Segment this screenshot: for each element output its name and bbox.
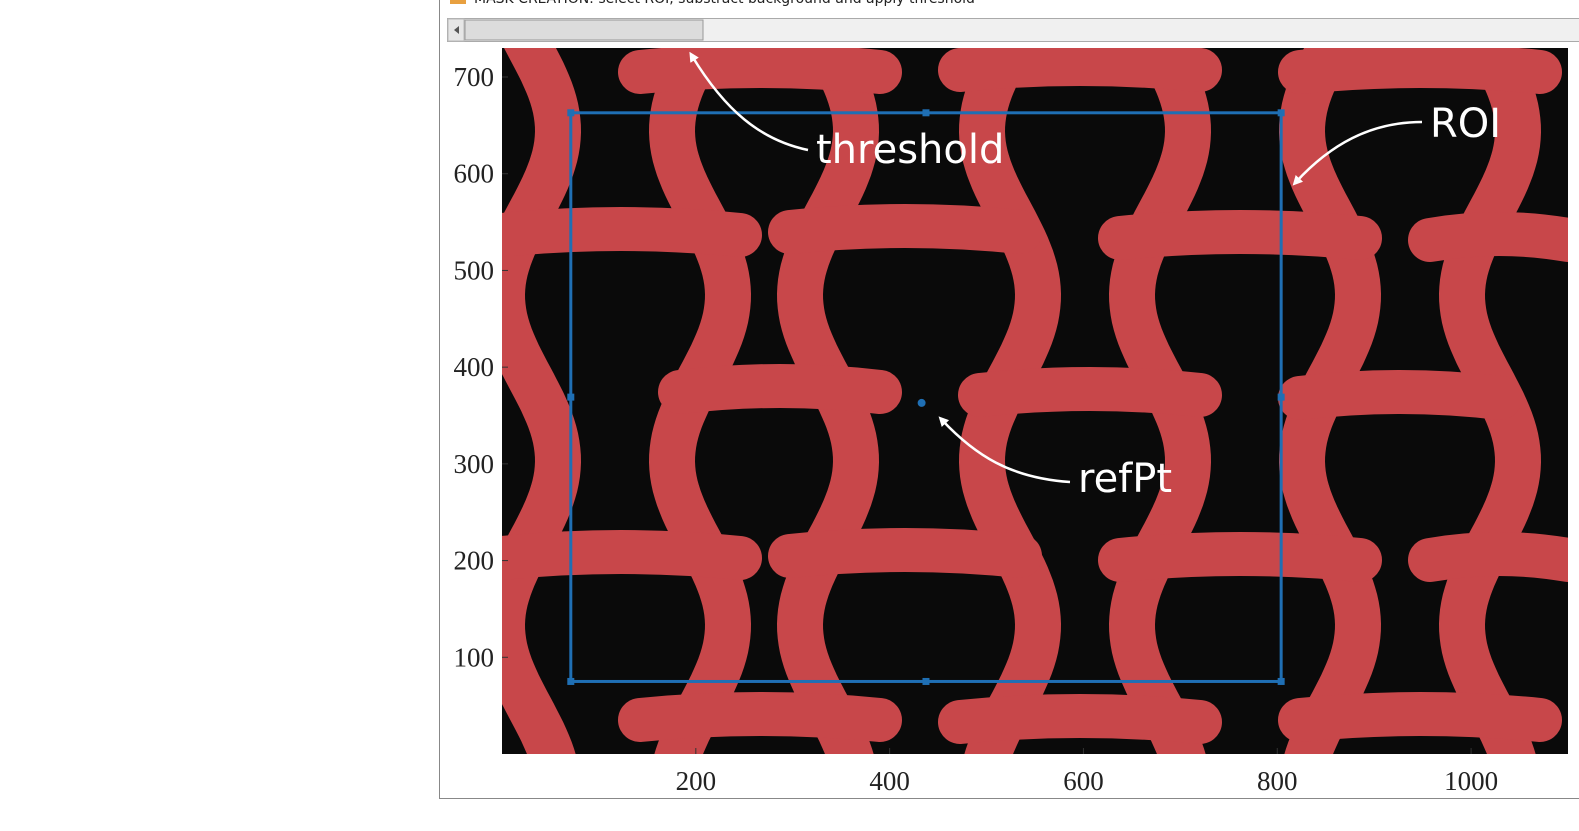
- bar: [1278, 692, 1562, 742]
- x-tick-label: 600: [1063, 766, 1104, 796]
- bar: [1278, 370, 1522, 420]
- roi-handle: [567, 393, 575, 401]
- y-tick-label: 700: [454, 62, 495, 92]
- y-tick-label: 300: [454, 449, 495, 479]
- annotations: [689, 51, 1423, 484]
- annotation: threshold: [816, 127, 1004, 173]
- overlay: [567, 109, 1285, 685]
- image-pattern: [502, 48, 1568, 754]
- bar: [1408, 212, 1568, 262]
- bar: [502, 530, 762, 580]
- strut: [502, 48, 582, 754]
- arrow: [689, 51, 809, 152]
- bar: [938, 48, 1222, 92]
- scrollbar: [447, 18, 1579, 42]
- roi-handle: [1277, 677, 1285, 685]
- ref-point: [917, 398, 926, 407]
- roi-handle: [1277, 109, 1285, 117]
- bar: [958, 367, 1222, 417]
- bar: [658, 364, 902, 414]
- y-tick-label: 200: [454, 546, 495, 576]
- bar: [1098, 532, 1382, 582]
- bar: [1278, 48, 1562, 94]
- annotation: refPt: [1078, 456, 1172, 502]
- arrow: [1292, 120, 1423, 186]
- y-tick-label: 400: [454, 352, 495, 382]
- annotation: ROI: [1430, 101, 1501, 147]
- x-tick-label: 800: [1257, 766, 1298, 796]
- x-tick-label: 200: [676, 766, 717, 796]
- roi-handle: [922, 677, 930, 685]
- bar: [938, 694, 1222, 744]
- bar: [1408, 532, 1568, 582]
- y-tick-label: 600: [454, 159, 495, 189]
- window-title: MASK CREATION: select ROI, substract bac…: [474, 0, 975, 7]
- window-icon: [450, 0, 466, 4]
- bar: [768, 204, 1042, 254]
- bar: [618, 692, 902, 742]
- x-tick-label: 400: [869, 766, 910, 796]
- arrow: [938, 416, 1071, 484]
- bar: [502, 207, 762, 257]
- bar: [618, 48, 902, 94]
- y-tick-label: 100: [454, 642, 495, 672]
- scroll-thumb[interactable]: [464, 19, 704, 41]
- bar: [768, 528, 1042, 578]
- roi-handle: [1277, 393, 1285, 401]
- bar: [1098, 210, 1382, 260]
- x-tick-label: 1000: [1444, 766, 1498, 796]
- roi-handle: [567, 109, 575, 117]
- roi-handle: [922, 109, 930, 117]
- y-tick-label: 500: [454, 255, 495, 285]
- roi-handle: [567, 677, 575, 685]
